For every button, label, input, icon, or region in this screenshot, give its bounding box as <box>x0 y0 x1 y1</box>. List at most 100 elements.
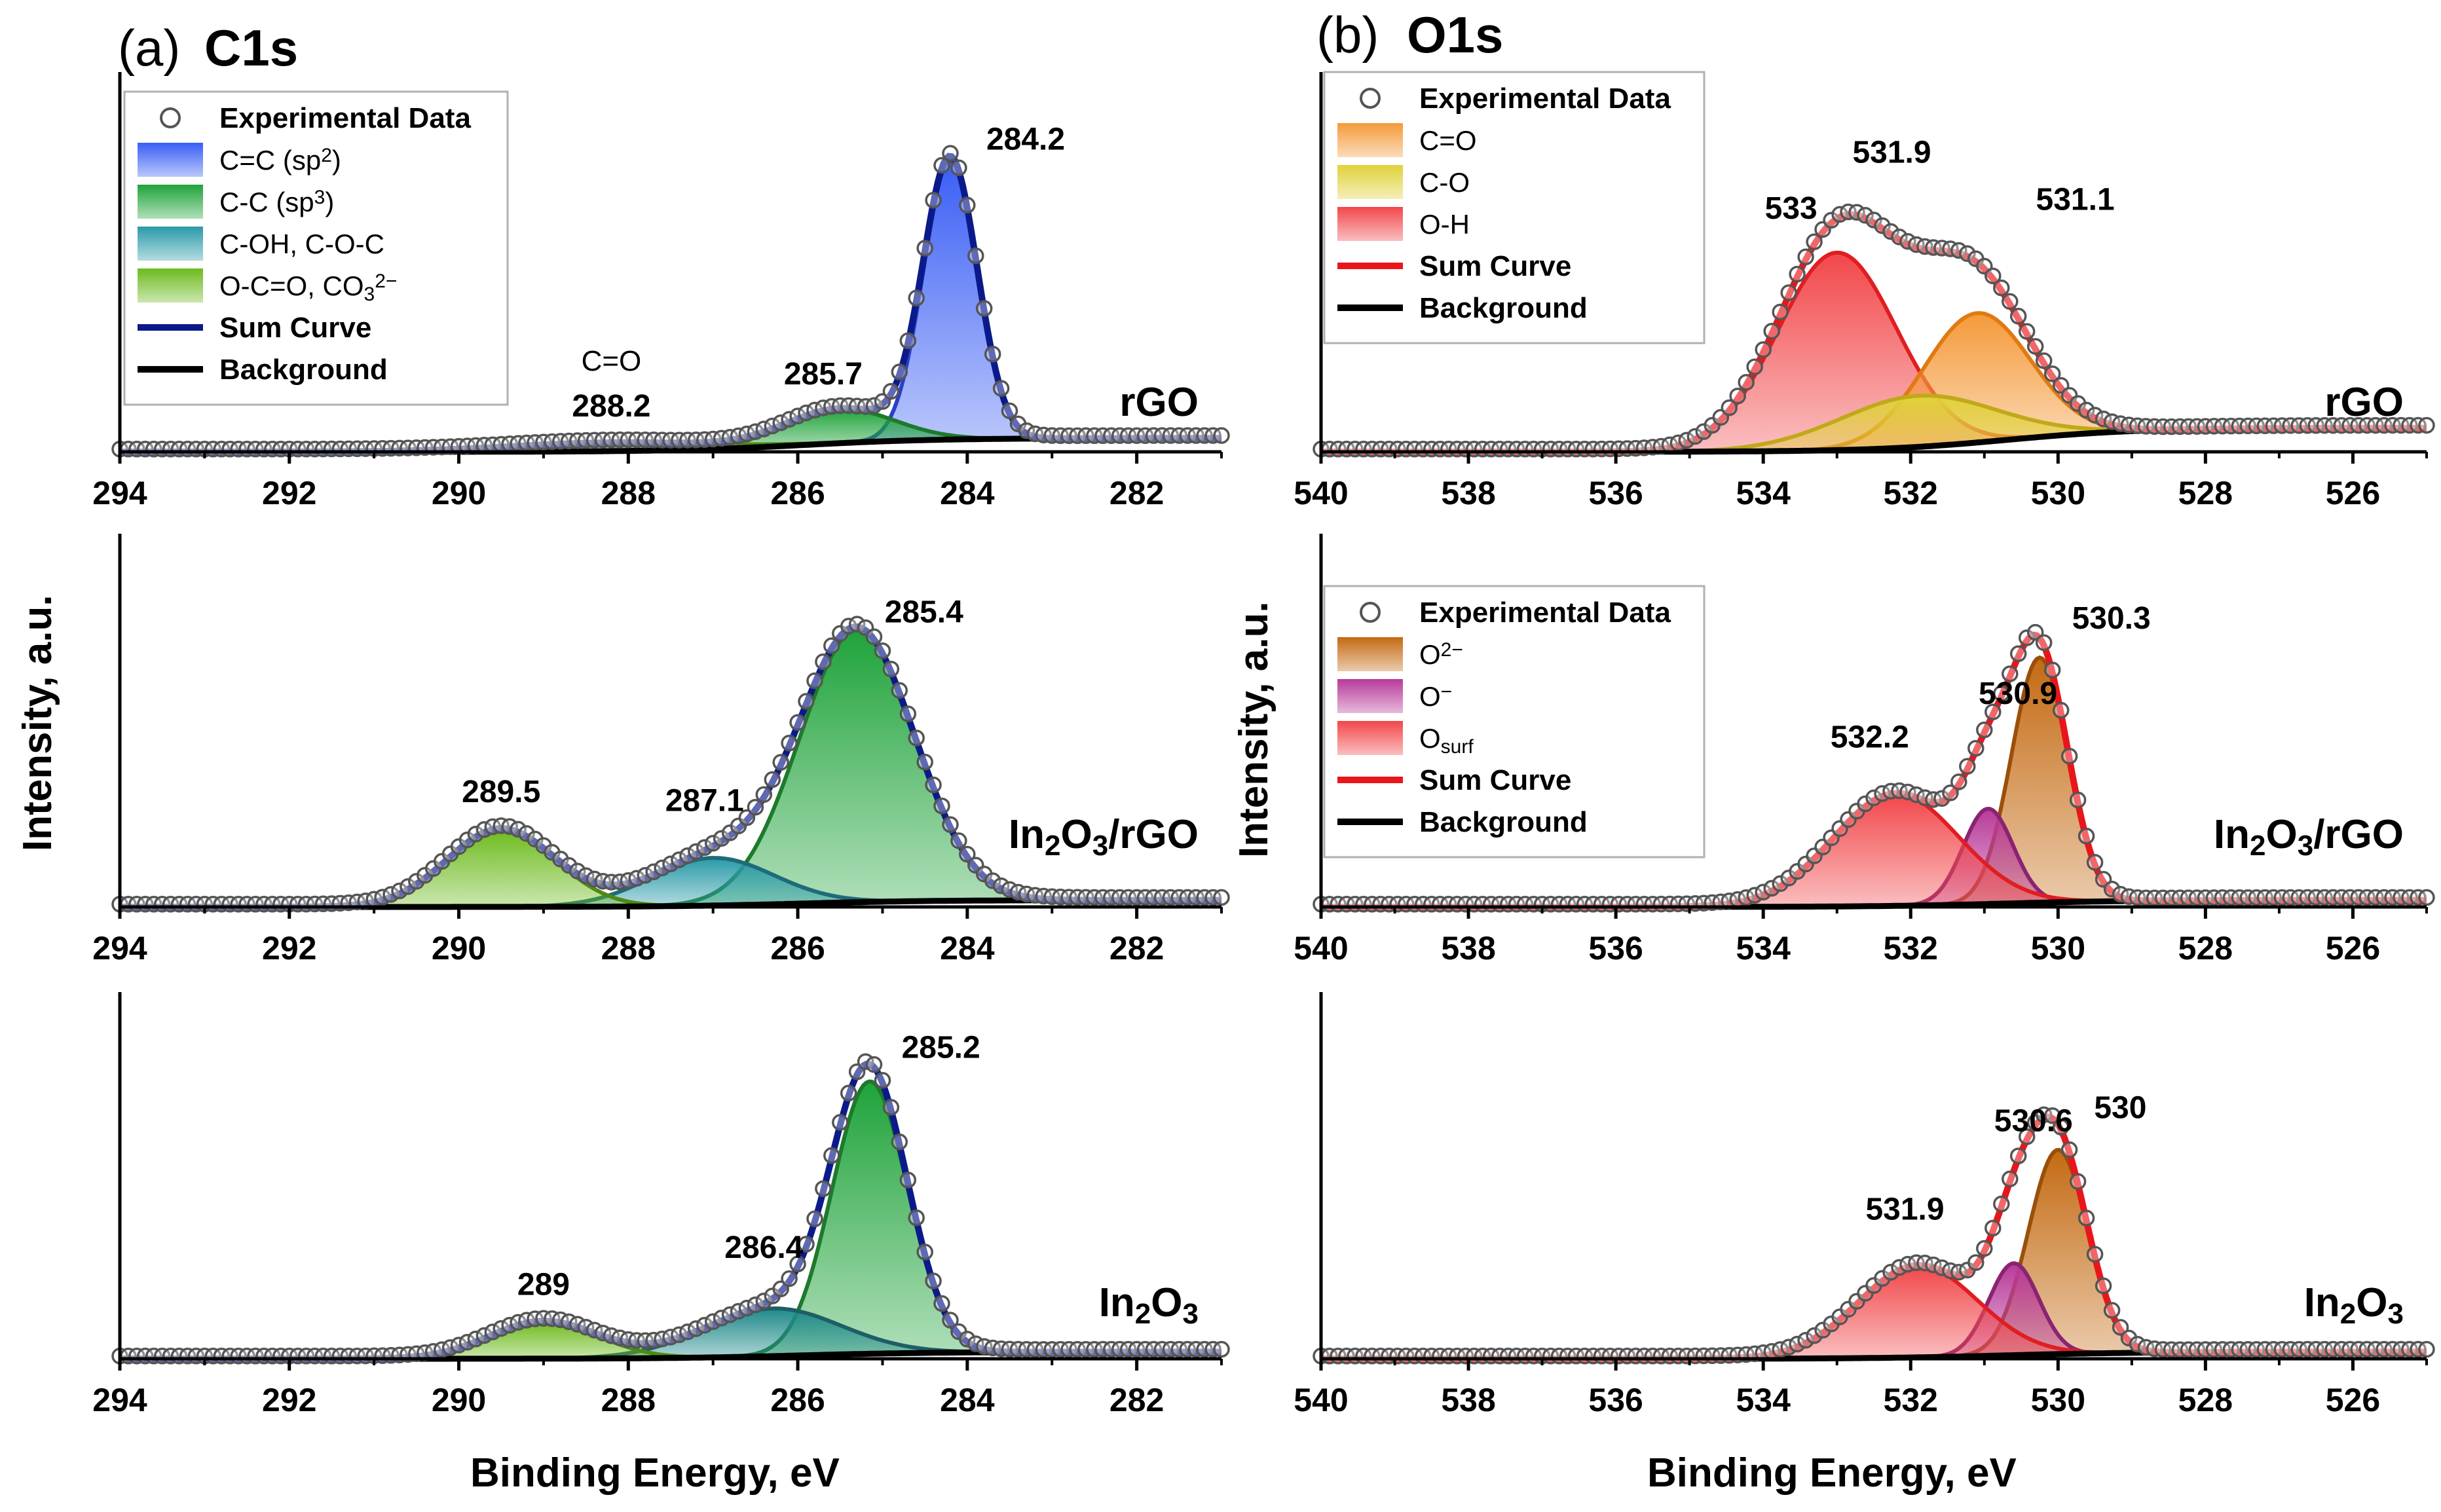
data-point <box>1959 758 1976 775</box>
data-point <box>510 821 527 838</box>
sample-label-part: 2 <box>2340 1298 2356 1330</box>
legend-marker <box>1360 88 1381 109</box>
data-point <box>992 380 1010 397</box>
peak-label: 530 <box>2094 1091 2146 1126</box>
sample-label: In2O3/rGO <box>2214 812 2404 862</box>
data-point <box>1213 889 1230 906</box>
legend-swatch <box>1337 165 1403 199</box>
data-point <box>2086 407 2104 424</box>
legend-swatch <box>138 185 203 219</box>
legend-label: Sum Curve <box>1419 250 1571 282</box>
data-point <box>1738 374 1755 391</box>
subplot-1-2: 540 538 536 534 532 530 528 526 530 530.6 531.9 In2… <box>1294 992 2435 1418</box>
x-tick-label: 532 <box>1884 930 1938 967</box>
data-point <box>730 1302 747 1320</box>
data-point <box>747 798 764 816</box>
data-point <box>1806 1327 1823 1344</box>
x-tick-label: 292 <box>262 1382 316 1418</box>
x-tick-label: 536 <box>1588 475 1643 511</box>
peak-label: 286.4 <box>724 1230 803 1265</box>
data-point <box>1204 1340 1221 1358</box>
sample-label: rGO <box>2324 380 2404 425</box>
legend-swatch <box>138 143 203 177</box>
legend-label: C=O <box>1419 125 1477 156</box>
data-point <box>467 825 485 843</box>
legend-label-base: C=C (sp <box>219 145 321 175</box>
data-point <box>891 363 908 380</box>
component-fill-2 <box>1688 396 2148 452</box>
data-point <box>874 642 891 659</box>
data-point <box>2418 416 2435 434</box>
data-point <box>1145 427 1163 444</box>
x-tick-label: 290 <box>432 1382 486 1418</box>
data-point <box>967 247 984 265</box>
data-point <box>2043 661 2061 678</box>
data-point <box>1967 1254 1984 1271</box>
x-tick-label: 534 <box>1736 930 1791 967</box>
x-tick-label: 284 <box>940 475 995 511</box>
data-point <box>611 431 629 449</box>
data-point <box>1060 1340 1077 1358</box>
panel-a-title: C1s <box>204 19 298 77</box>
data-point <box>882 382 900 400</box>
data-point <box>1119 1340 1137 1358</box>
data-point <box>2086 1245 2104 1263</box>
x-tick-label: 288 <box>601 1382 656 1418</box>
data-point <box>2418 889 2435 906</box>
data-point <box>1213 427 1230 444</box>
data-point <box>696 839 713 857</box>
data-point <box>2273 889 2291 906</box>
data-point <box>1213 1340 1230 1358</box>
legend-label: Sum Curve <box>219 312 371 344</box>
subplot-0-1: 294 292 290 288 286 284 282 285.4 287.1 289.5 In2O… <box>92 534 1230 967</box>
data-point <box>1933 790 1950 807</box>
x-tick-label: 534 <box>1736 1382 1791 1418</box>
legend-label: Background <box>1419 292 1588 324</box>
legend-label-sup: 3 <box>314 187 326 208</box>
data-point <box>925 191 942 209</box>
data-point <box>662 432 679 449</box>
component-fill-0 <box>660 629 1056 906</box>
sample-label-part: 3 <box>2298 830 2313 862</box>
data-point <box>2273 1340 2291 1358</box>
data-point <box>475 1327 493 1344</box>
data-point <box>2002 665 2019 682</box>
legend: Experimental Data C=O C-O O-H Sum Curve Backg… <box>1323 71 1705 344</box>
legend-label: O-H <box>1419 209 1470 240</box>
data-point <box>942 1312 959 1329</box>
data-point <box>518 825 535 842</box>
peak-label: 285.2 <box>902 1030 980 1065</box>
x-tick-label: 538 <box>1441 1382 1495 1418</box>
x-tick-label: 530 <box>2031 930 2085 967</box>
data-point <box>1686 428 1704 445</box>
data-point <box>1060 427 1077 445</box>
data-point <box>2002 1170 2019 1188</box>
data-point <box>1984 267 2002 285</box>
panel-a-prefix: (a) <box>118 19 180 77</box>
sample-label-part: 2 <box>2250 830 2265 862</box>
data-point <box>2333 889 2350 906</box>
legend-label-sub: 3 <box>364 284 375 305</box>
legend-swatch <box>1337 123 1403 157</box>
data-point <box>645 863 662 881</box>
data-point <box>823 1147 840 1164</box>
data-point <box>764 417 781 435</box>
legend-label-base: O <box>1419 723 1441 754</box>
data-point <box>933 1295 950 1312</box>
x-tick-label: 540 <box>1294 930 1348 967</box>
x-tick-label: 526 <box>2326 930 2380 967</box>
data-point <box>1678 432 1696 449</box>
data-point <box>1865 789 1882 807</box>
data-point <box>823 637 840 654</box>
panel-b-prefix: (b) <box>1316 6 1379 64</box>
data-point <box>1094 889 1111 906</box>
legend-label: Background <box>219 354 388 386</box>
data-point <box>908 729 925 747</box>
data-point <box>2069 791 2087 809</box>
data-point <box>984 872 1001 889</box>
data-point <box>2018 323 2036 340</box>
x-tick-label: 526 <box>2326 1382 2380 1418</box>
data-point <box>1780 284 1797 301</box>
data-point <box>2009 1147 2027 1164</box>
